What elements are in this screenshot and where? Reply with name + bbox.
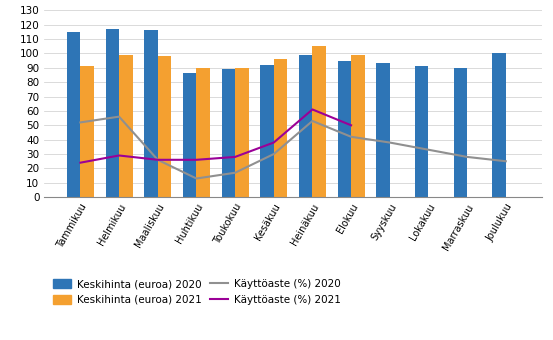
Bar [119, 55, 133, 197]
Bar [235, 68, 249, 197]
Bar [67, 32, 80, 197]
Bar [312, 46, 326, 197]
Bar [376, 64, 390, 197]
Bar [337, 61, 351, 197]
Bar [196, 68, 210, 197]
Bar [144, 30, 158, 197]
Bar [106, 29, 119, 197]
Bar [222, 69, 235, 197]
Bar [351, 55, 364, 197]
Bar [158, 56, 171, 197]
Bar [453, 68, 467, 197]
Legend: Keskihinta (euroa) 2020, Keskihinta (euroa) 2021, Käyttöaste (%) 2020, Käyttöast: Keskihinta (euroa) 2020, Keskihinta (eur… [49, 276, 343, 308]
Bar [260, 65, 274, 197]
Bar [80, 66, 94, 197]
Bar [415, 66, 429, 197]
Bar [492, 53, 506, 197]
Bar [274, 59, 288, 197]
Bar [183, 73, 196, 197]
Bar [299, 55, 312, 197]
